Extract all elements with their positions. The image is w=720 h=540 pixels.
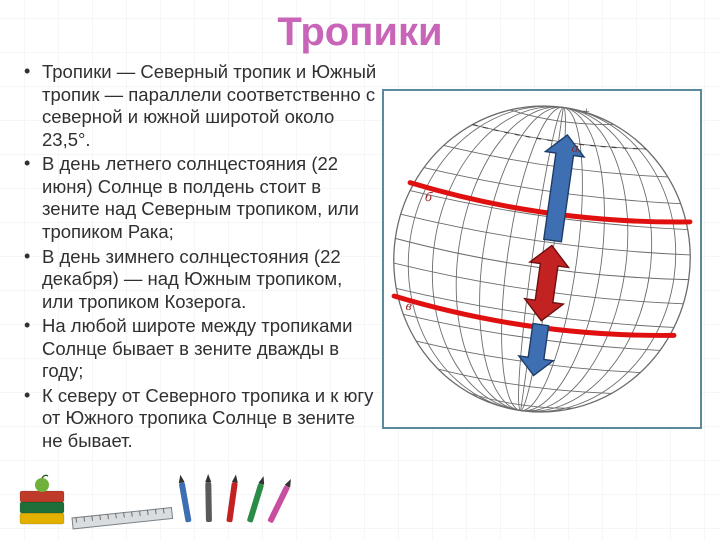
list-item: В день летнего солнцестояния (22 июня) С…	[24, 153, 378, 243]
page-title: Тропики	[18, 10, 702, 55]
globe-svg: абв+	[384, 91, 700, 427]
list-item: В день зимнего солнцестояния (22 декабря…	[24, 246, 378, 314]
content-row: Тропики — Северный тропик и Южный тропик…	[18, 61, 702, 455]
list-item: К северу от Северного тропика и к югу от…	[24, 385, 378, 453]
list-item: Тропики — Северный тропик и Южный тропик…	[24, 61, 378, 151]
bullet-list: Тропики — Северный тропик и Южный тропик…	[18, 61, 378, 453]
text-column: Тропики — Северный тропик и Южный тропик…	[18, 61, 378, 455]
figure-column: абв+	[382, 61, 702, 455]
globe-figure: абв+	[382, 89, 702, 429]
decor-stationery	[14, 474, 334, 534]
slide: Тропики Тропики — Северный тропик и Южны…	[0, 0, 720, 540]
list-item: На любой широте между тропиками Солнце б…	[24, 315, 378, 383]
